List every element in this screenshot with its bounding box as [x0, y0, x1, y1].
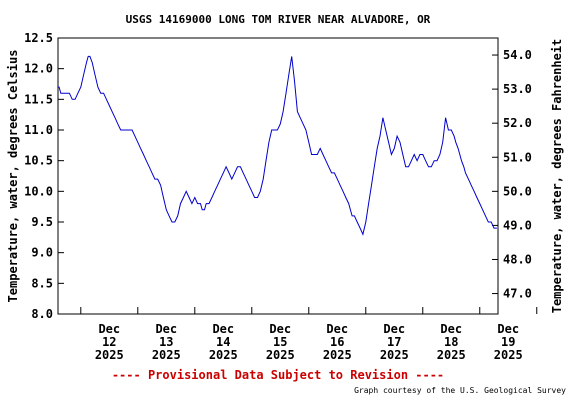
y-tick-label: 11.5	[24, 92, 53, 106]
y2-tick-label: 49.0	[503, 218, 532, 232]
x-tick-label: 2025	[95, 348, 124, 362]
y-tick-label: 8.5	[31, 276, 53, 290]
y2-tick-label: 48.0	[503, 252, 532, 266]
y2-tick-label: 52.0	[503, 116, 532, 130]
x-tick-label: 2025	[437, 348, 466, 362]
x-axis: Dec122025Dec132025Dec142025Dec152025Dec1…	[80, 307, 538, 362]
x-tick-label: 14	[216, 335, 230, 349]
x-tick-label: Dec	[497, 322, 519, 336]
x-tick-label: 13	[159, 335, 173, 349]
x-tick-label: 18	[444, 335, 458, 349]
y-axis-right: 47.0 48.0 49.0 50.0 51.0 52.0 53.0 54.0	[492, 48, 532, 301]
y2-tick-label: 50.0	[503, 184, 532, 198]
x-tick-label: 17	[387, 335, 401, 349]
x-tick-label: Dec	[212, 322, 234, 336]
x-tick-label: Dec	[98, 322, 120, 336]
y-axis-label: Temperature, water, degrees Celsius	[6, 50, 20, 303]
y-tick-label: 12.5	[24, 31, 53, 45]
x-tick-label: Dec	[155, 322, 177, 336]
y2-tick-label: 47.0	[503, 287, 532, 301]
y-tick-label: 9.0	[31, 246, 53, 260]
x-tick-label: 2025	[152, 348, 181, 362]
x-tick-label: 12	[102, 335, 116, 349]
y2-tick-label: 51.0	[503, 150, 532, 164]
x-tick-label: 19	[501, 335, 515, 349]
chart-title: USGS 14169000 LONG TOM RIVER NEAR ALVADO…	[126, 13, 431, 26]
x-tick-label: Dec	[440, 322, 462, 336]
y-tick-label: 11.0	[24, 123, 53, 137]
provisional-notice: ---- Provisional Data Subject to Revisio…	[112, 368, 444, 382]
x-tick-label: Dec	[383, 322, 405, 336]
series-layer	[58, 55, 497, 236]
y-axis-left: 8.0 8.5 9.0 9.5 10.0 10.5 11.0 11.5 12.0 12.5	[24, 31, 64, 321]
credit-text: Graph courtesy of the U.S. Geological Su…	[354, 386, 566, 395]
x-tick-label: 2025	[494, 348, 523, 362]
x-tick-label: 15	[273, 335, 287, 349]
x-tick-label: Dec	[326, 322, 348, 336]
series-line	[58, 55, 497, 236]
y-tick-label: 10.0	[24, 184, 53, 198]
y2-axis-label: Temperature, water, degrees Fahrenheit	[550, 39, 564, 314]
y-tick-label: 10.5	[24, 154, 53, 168]
x-tick-label: 2025	[266, 348, 295, 362]
x-tick-label: 2025	[323, 348, 352, 362]
y2-tick-label: 53.0	[503, 82, 532, 96]
y-tick-label: 8.0	[31, 307, 53, 321]
y-tick-label: 9.5	[31, 215, 53, 229]
plot-frame	[57, 37, 499, 315]
x-tick-label: 16	[330, 335, 344, 349]
x-tick-label: 2025	[380, 348, 409, 362]
y2-tick-label: 54.0	[503, 48, 532, 62]
x-tick-label: 2025	[209, 348, 238, 362]
y-tick-label: 12.0	[24, 62, 53, 76]
x-tick-label: Dec	[269, 322, 291, 336]
